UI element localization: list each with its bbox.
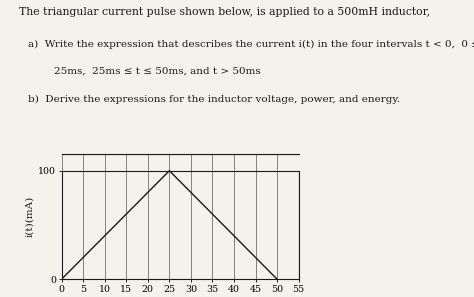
Y-axis label: i(t)(mA): i(t)(mA) <box>25 196 34 237</box>
Text: 25ms,  25ms ≤ t ≤ 50ms, and t > 50ms: 25ms, 25ms ≤ t ≤ 50ms, and t > 50ms <box>28 67 261 76</box>
Text: b)  Derive the expressions for the inductor voltage, power, and energy.: b) Derive the expressions for the induct… <box>28 95 401 104</box>
Text: The triangular current pulse shown below, is applied to a 500mH inductor,: The triangular current pulse shown below… <box>19 7 430 18</box>
Text: a)  Write the expression that describes the current i(t) in the four intervals t: a) Write the expression that describes t… <box>28 40 474 49</box>
